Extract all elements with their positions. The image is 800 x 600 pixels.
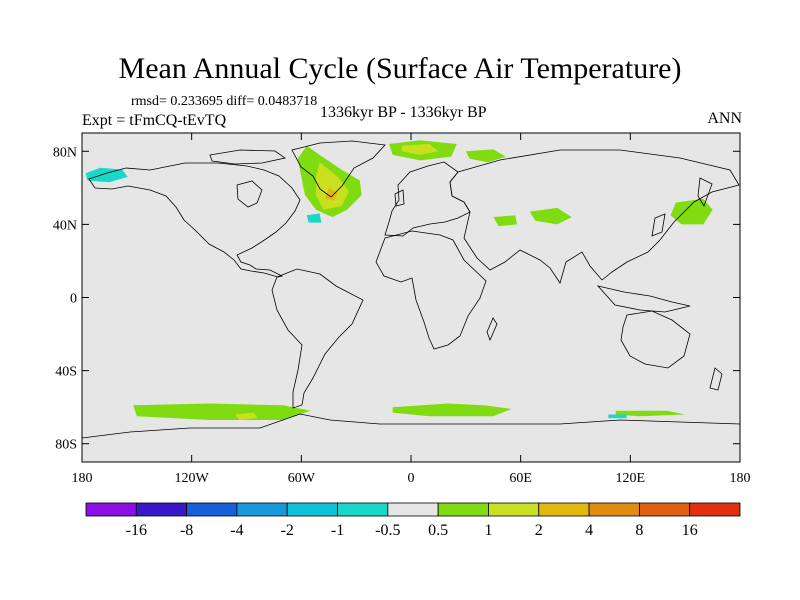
x-tick-label: 120E <box>616 471 646 486</box>
coast-hudson-bay <box>236 180 263 208</box>
coast-greenland <box>291 140 386 198</box>
y-tick-label: 0 <box>70 292 77 307</box>
y-tick-label: 40S <box>55 365 77 380</box>
colorbar-label: 8 <box>635 522 643 539</box>
region-north-pacific-warm <box>670 198 713 225</box>
colorbar-label: 1 <box>484 522 492 539</box>
colorbar-swatch <box>689 502 741 517</box>
colorbar-swatch <box>135 502 188 517</box>
colorbar: -16 -8 -4 -2 -1 -0.5 0.5 1 2 4 8 16 <box>85 502 741 539</box>
colorbar-label: 2 <box>535 522 543 539</box>
coast-arctic-islands <box>209 149 286 165</box>
colorbar-label: 4 <box>585 522 593 539</box>
colorbar-swatch <box>538 502 590 517</box>
x-tick-label: 0 <box>408 471 415 486</box>
colorbar-swatch <box>437 502 489 517</box>
y-tick-label: 80N <box>53 145 77 160</box>
x-tick-label: 180 <box>730 471 751 486</box>
x-tick-label: 120W <box>175 471 210 486</box>
colorbar-label: -4 <box>230 522 243 539</box>
coast-indonesia <box>596 285 691 313</box>
colorbar-label: 16 <box>682 522 698 539</box>
coast-kamchatka <box>697 177 713 207</box>
region-barents-warm <box>465 149 506 163</box>
region-north-atlantic-center <box>325 187 338 201</box>
x-tick-label: 60W <box>288 471 316 486</box>
colorbar-label: -1 <box>331 522 344 539</box>
coast-madagascar <box>486 317 498 342</box>
region-labrador-cool <box>306 213 322 223</box>
colorbar-swatch <box>236 502 288 517</box>
region-arctic-core <box>401 144 439 155</box>
colorbar-label: -8 <box>180 522 193 539</box>
map-panel <box>81 132 741 463</box>
coast-north-america <box>88 162 301 278</box>
experiment-label: Expt = tFmCQ-tEvTQ <box>82 112 227 129</box>
region-north-atlantic-core <box>316 162 349 210</box>
y-tick-label: 40N <box>53 218 77 233</box>
colorbar-label: 0.5 <box>428 522 448 539</box>
coast-australia <box>620 310 691 369</box>
period-label: 1336kyr BP - 1336kyr BP <box>320 104 487 121</box>
season-label: ANN <box>707 110 742 127</box>
region-bering-cool <box>85 167 128 183</box>
coast-south-america <box>271 268 364 409</box>
anomaly-regions <box>85 140 713 420</box>
coastlines <box>81 140 741 463</box>
stats-line: rmsd= 0.233695 diff= 0.0483718 <box>131 94 318 109</box>
region-southern-ocean-east-cool <box>608 414 627 419</box>
colorbar-label: -16 <box>126 522 147 539</box>
region-southern-ocean-pacific-core <box>235 412 258 420</box>
y-axis: 80N 40N 0 40S 80S <box>53 145 740 453</box>
coast-uk <box>394 189 405 207</box>
colorbar-swatch <box>286 502 338 517</box>
coast-africa <box>375 230 487 350</box>
x-axis: 180 120W 60W 0 60E 120E 180 <box>72 133 751 486</box>
x-tick-label: 180 <box>72 471 93 486</box>
colorbar-swatch <box>337 502 389 517</box>
colorbar-label: -2 <box>281 522 294 539</box>
region-southern-ocean-east-warm <box>615 410 686 417</box>
coast-new-zealand <box>709 367 723 391</box>
region-central-asia-warm <box>529 207 572 225</box>
chart-title: Mean Annual Cycle (Surface Air Temperatu… <box>118 52 682 85</box>
region-southern-ocean-indian-warm <box>392 403 512 417</box>
colorbar-label: -0.5 <box>375 522 400 539</box>
coast-antarctica <box>81 413 741 463</box>
region-southern-ocean-pacific-warm <box>133 403 311 420</box>
coast-asia <box>449 149 740 284</box>
x-tick-label: 60E <box>509 471 532 486</box>
colorbar-swatch <box>588 502 640 517</box>
colorbar-swatch <box>186 502 238 517</box>
colorbar-swatch <box>488 502 540 517</box>
coast-japan <box>651 213 666 237</box>
colorbar-swatch <box>387 502 439 517</box>
colorbar-swatch <box>85 502 137 517</box>
region-west-asia-warm <box>493 215 517 227</box>
colorbar-swatch <box>638 502 691 517</box>
y-tick-label: 80S <box>55 438 77 453</box>
